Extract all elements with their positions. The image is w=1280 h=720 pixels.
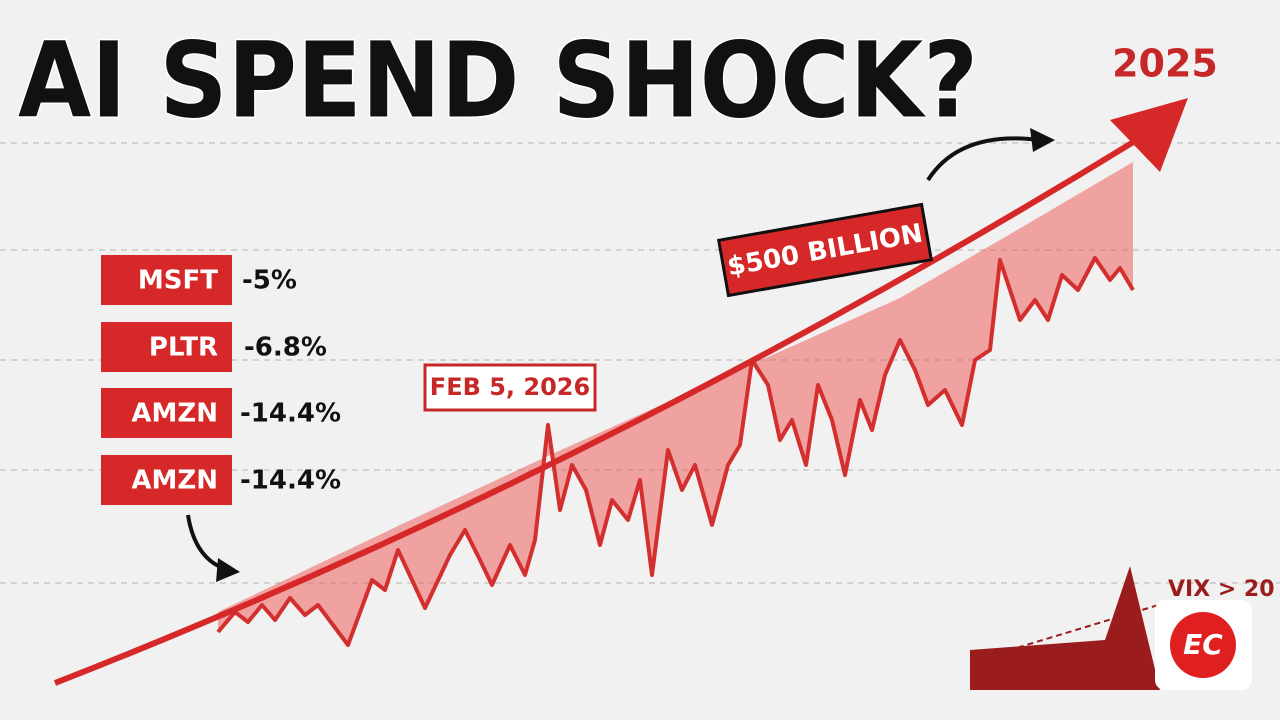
- vix-spike: [970, 566, 1160, 690]
- ticker-symbol: AMZN: [131, 399, 218, 429]
- title: AI SPEND SHOCK?: [18, 19, 978, 141]
- logo-circle: [1170, 612, 1236, 678]
- curved-arrow-head: [216, 558, 240, 582]
- date-callout-box: [423, 363, 597, 412]
- ticker-symbol: AMZN: [131, 466, 218, 496]
- curved-arrow-head: [1030, 128, 1055, 152]
- ticker-box: [101, 322, 232, 372]
- date-callout-text: FEB 5, 2026: [430, 373, 590, 401]
- vix-label: VIX > 20: [1168, 577, 1275, 602]
- callout-box: [716, 202, 934, 298]
- curved-arrow: [926, 136, 1041, 182]
- ticker-symbol: PLTR: [149, 333, 218, 363]
- ticker-change: -6.8%: [244, 333, 327, 363]
- ticker-change: -5%: [242, 266, 297, 296]
- trend-arrow: [53, 135, 1142, 686]
- year-label: 2025: [1112, 42, 1218, 86]
- ticker-box: [101, 455, 232, 505]
- price-line: [216, 256, 1135, 647]
- ticker-box: [101, 388, 232, 438]
- ticker-change: -14.4%: [240, 399, 341, 429]
- ticker-symbol: MSFT: [138, 266, 218, 296]
- logo-text: EC: [1183, 628, 1223, 661]
- vix-threshold: [969, 602, 1166, 663]
- ticker-change: -14.4%: [240, 466, 341, 496]
- ticker-list: MSFT -5% PLTR -6.8% AMZN -14.4% AMZN -14…: [101, 255, 341, 505]
- ticker-box: [101, 255, 232, 305]
- arrow-head: [1110, 98, 1188, 172]
